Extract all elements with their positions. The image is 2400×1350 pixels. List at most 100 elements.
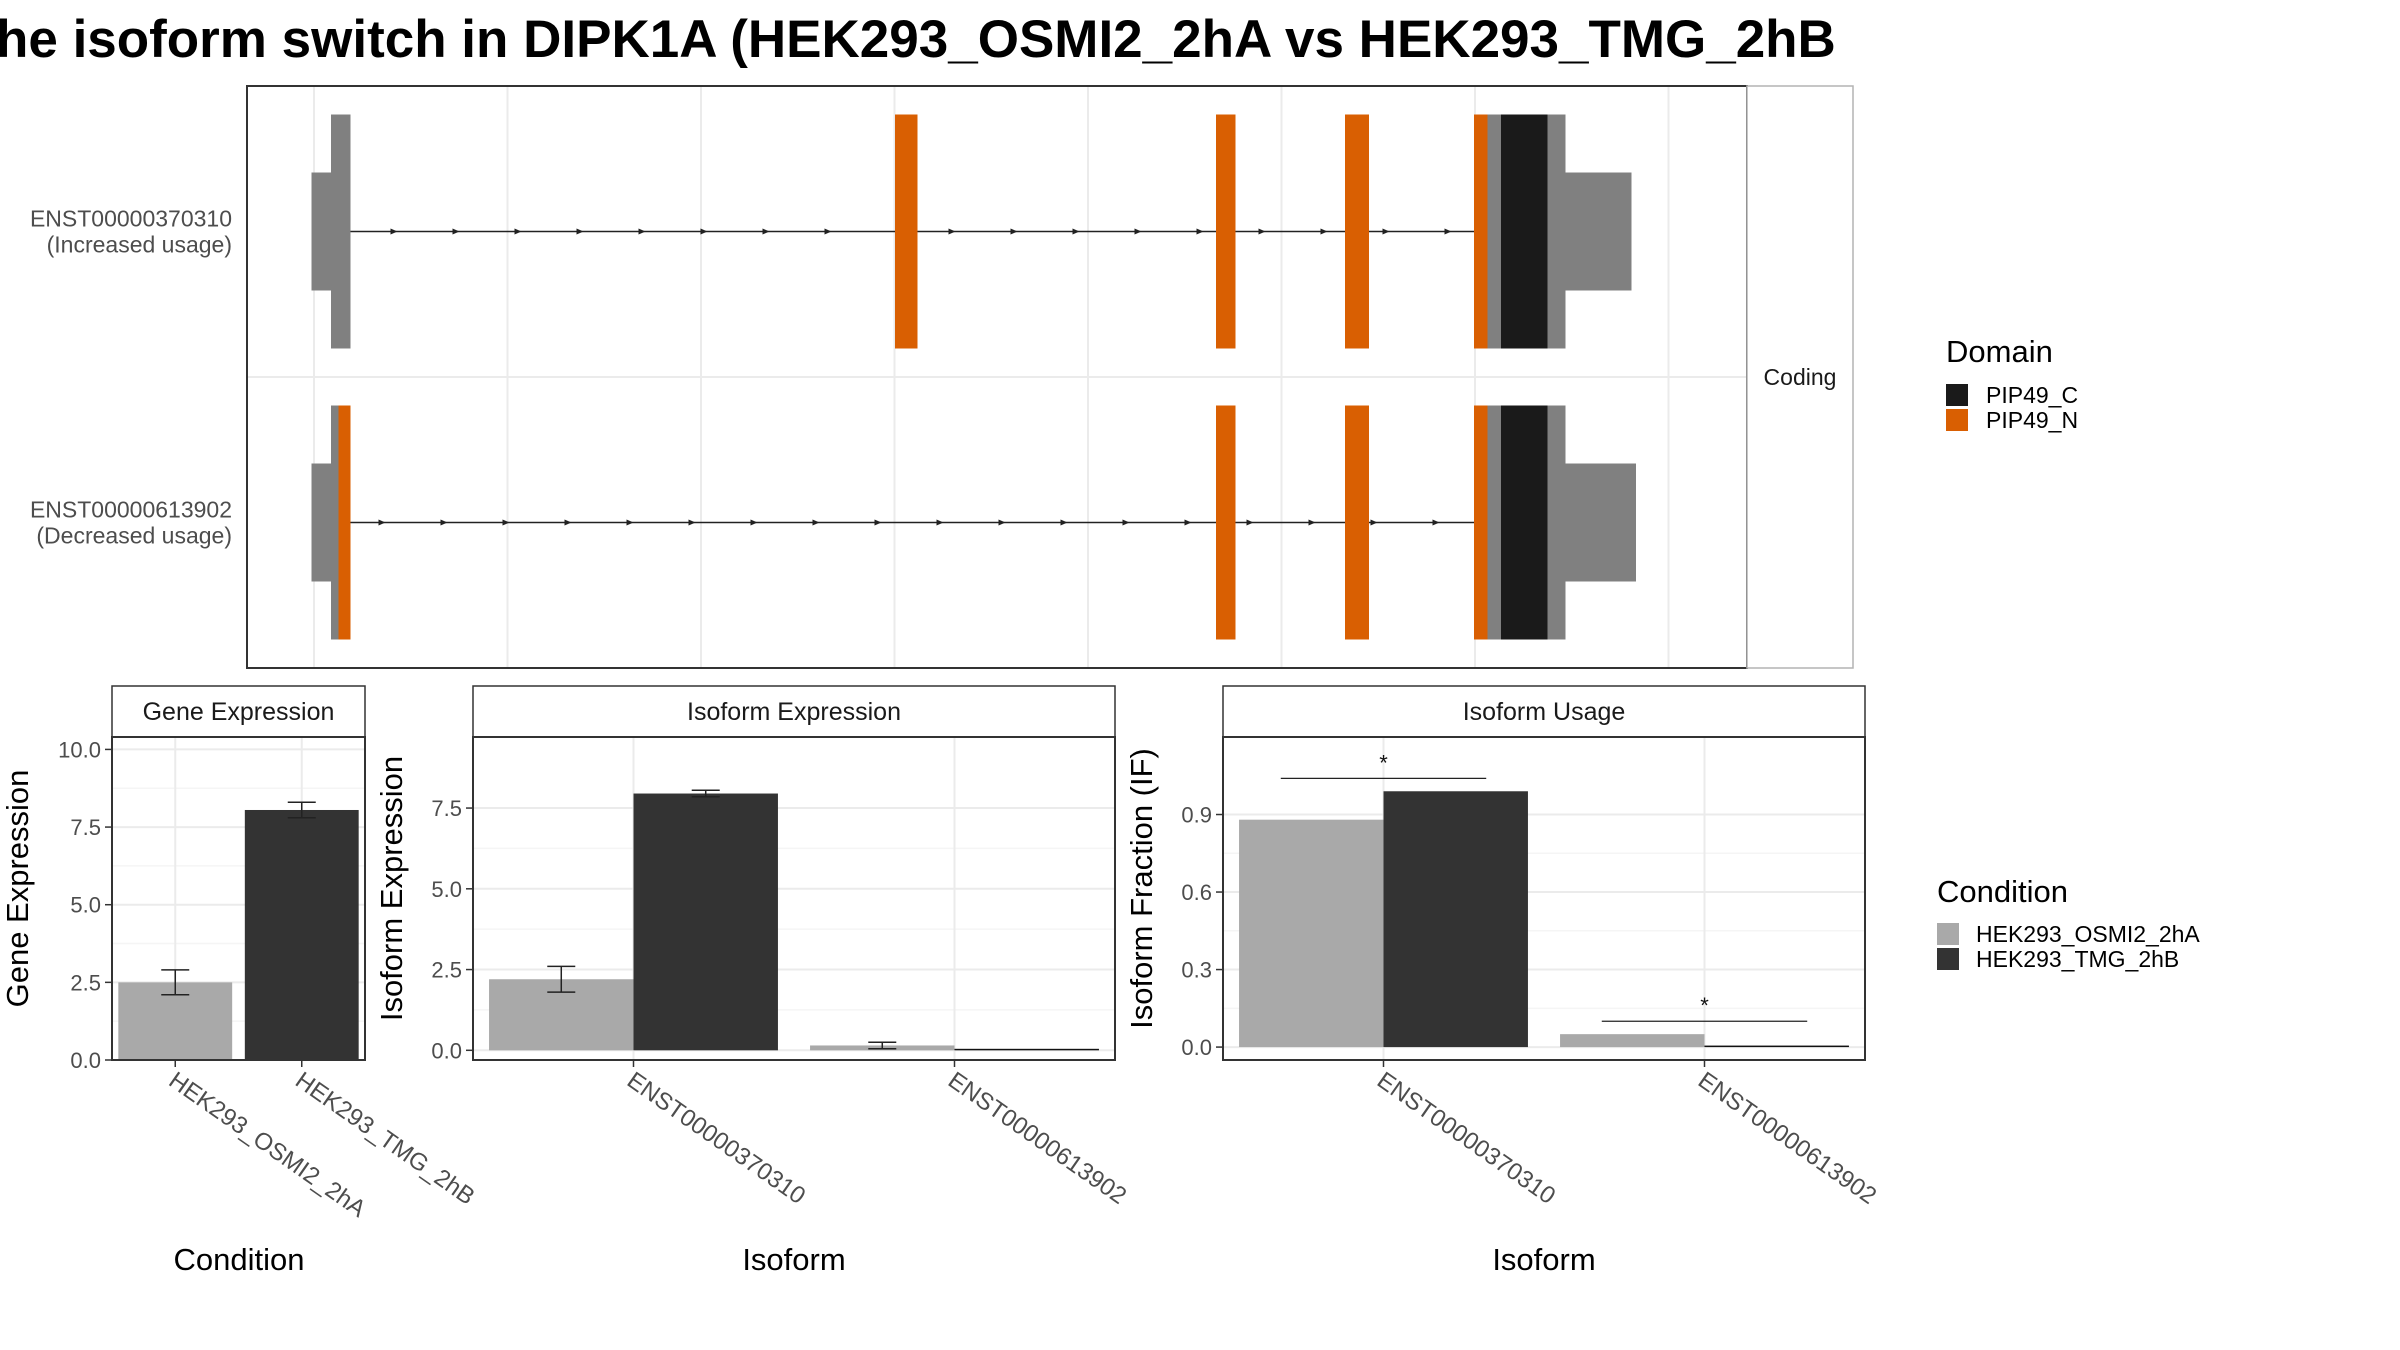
exon-cds (1547, 405, 1566, 640)
y-axis-title: Isoform Expression (374, 756, 409, 1021)
panel-title: Gene Expression (143, 698, 335, 726)
x-tick-label: ENST00000370310 (1372, 1067, 1560, 1210)
transcript-ENST00000613902: ENST00000613902(Decreased usage) (30, 405, 1636, 640)
exon-cds (1487, 114, 1501, 349)
strand-arrow (564, 519, 572, 526)
transcript-id-label: ENST00000370310 (30, 206, 232, 232)
exon-pip49_n (1345, 114, 1369, 349)
panel-strip (1222, 685, 1866, 738)
exon-pip49_n (1474, 114, 1488, 349)
strand-arrow (1060, 519, 1068, 526)
domain-legend-label: PIP49_C (1986, 382, 2078, 408)
strand-arrow (750, 519, 758, 526)
transcript-id-label: ENST00000613902 (30, 497, 232, 523)
y-tick-label: 0.9 (1181, 803, 1212, 828)
figure-title: he isoform switch in DIPK1A (HEK293_OSMI… (0, 10, 1836, 69)
y-tick-label: 0.0 (1181, 1035, 1212, 1060)
strand-arrow (700, 228, 708, 235)
transcript-ENST00000370310: ENST00000370310(Increased usage) (30, 114, 1632, 349)
strand-arrow (812, 519, 820, 526)
exon-pip49_n (1474, 405, 1488, 640)
bar-panels: Gene Expression0.02.55.07.510.0HEK293_OS… (0, 685, 1881, 1277)
bar (244, 809, 359, 1060)
strand-arrow (998, 519, 1006, 526)
exon-cds (331, 405, 339, 640)
y-tick-label: 10.0 (58, 737, 101, 762)
x-tick-label: ENST00000613902 (1693, 1067, 1881, 1210)
transcript-usage-label: (Decreased usage) (36, 523, 232, 549)
panel-strip (472, 685, 1116, 738)
y-tick-label: 7.5 (70, 815, 101, 840)
x-tick-label: ENST00000613902 (943, 1067, 1131, 1210)
condition-legend-label: HEK293_OSMI2_2hA (1976, 921, 2200, 947)
strand-arrow (948, 228, 956, 235)
strand-arrow (452, 228, 460, 235)
strand-arrow (1184, 519, 1192, 526)
exon-pip49_c (1501, 114, 1548, 349)
strand-arrow (1072, 228, 1080, 235)
y-tick-label: 0.6 (1181, 880, 1212, 905)
exon-utr (1565, 463, 1636, 582)
y-tick-label: 2.5 (70, 970, 101, 995)
panel-frame (472, 736, 1116, 1061)
y-tick-label: 0.3 (1181, 958, 1212, 983)
y-tick-label: 5.0 (70, 893, 101, 918)
y-tick-label: 7.5 (431, 796, 462, 821)
strand-arrow (824, 228, 832, 235)
strand-arrow (638, 228, 646, 235)
facet-strip-label: Coding (1764, 364, 1837, 390)
strand-arrow (514, 228, 522, 235)
exon-pip49_n (895, 114, 918, 349)
bar (1383, 791, 1528, 1048)
panel-title: Isoform Expression (687, 698, 901, 726)
bar (1560, 1034, 1705, 1048)
exon-pip49_n (1216, 405, 1236, 640)
condition-legend-title: Condition (1937, 874, 2068, 909)
panel-strip (111, 685, 366, 738)
domain-legend-label: PIP49_N (1986, 407, 2078, 433)
strand-arrow (1196, 228, 1204, 235)
strand-arrow (1258, 228, 1266, 235)
y-axis-title: Isoform Fraction (IF) (1124, 748, 1159, 1029)
y-tick-label: 0.0 (70, 1048, 101, 1073)
strand-arrow (1010, 228, 1018, 235)
exon-pip49_c (1501, 405, 1548, 640)
bar-panel-3: Isoform Usage 0.0 0.3 0.6 0.9 * * ENST000003703… (1124, 685, 1881, 1277)
y-tick-label: 0.0 (431, 1038, 462, 1063)
exon-cds (1547, 114, 1566, 349)
x-axis-title: Isoform (742, 1242, 845, 1277)
domain-legend-key (1946, 409, 1968, 431)
panel-frame (111, 736, 366, 1061)
strand-arrow (936, 519, 944, 526)
y-axis-title: Gene Expression (0, 770, 35, 1008)
strand-arrow (1444, 228, 1452, 235)
x-axis-title: Condition (174, 1242, 305, 1277)
bar (1239, 819, 1384, 1048)
strand-arrow (378, 519, 386, 526)
strand-arrow (1382, 228, 1390, 235)
strand-arrow (1308, 519, 1316, 526)
y-tick-label: 2.5 (431, 958, 462, 983)
bar (1704, 1045, 1849, 1048)
significance-label: * (1700, 993, 1709, 1018)
significance-label: * (1379, 750, 1388, 775)
strand-arrow (502, 519, 510, 526)
strand-arrow (1320, 228, 1328, 235)
strand-arrow (626, 519, 634, 526)
strand-arrow (688, 519, 696, 526)
exon-pip49_n (1345, 405, 1369, 640)
condition-legend-label: HEK293_TMG_2hB (1976, 946, 2179, 972)
y-tick-label: 5.0 (431, 877, 462, 902)
strand-arrow (1134, 228, 1142, 235)
facet-strip (1746, 85, 1854, 669)
x-tick-label: ENST00000370310 (622, 1067, 810, 1210)
strand-arrow (874, 519, 882, 526)
exon-cds (1487, 405, 1501, 640)
transcript-usage-label: (Increased usage) (47, 232, 232, 258)
exon-pip49_n (1216, 114, 1236, 349)
strand-arrow (1432, 519, 1440, 526)
x-axis-title: Isoform (1492, 1242, 1595, 1277)
condition-legend-key (1937, 923, 1959, 945)
